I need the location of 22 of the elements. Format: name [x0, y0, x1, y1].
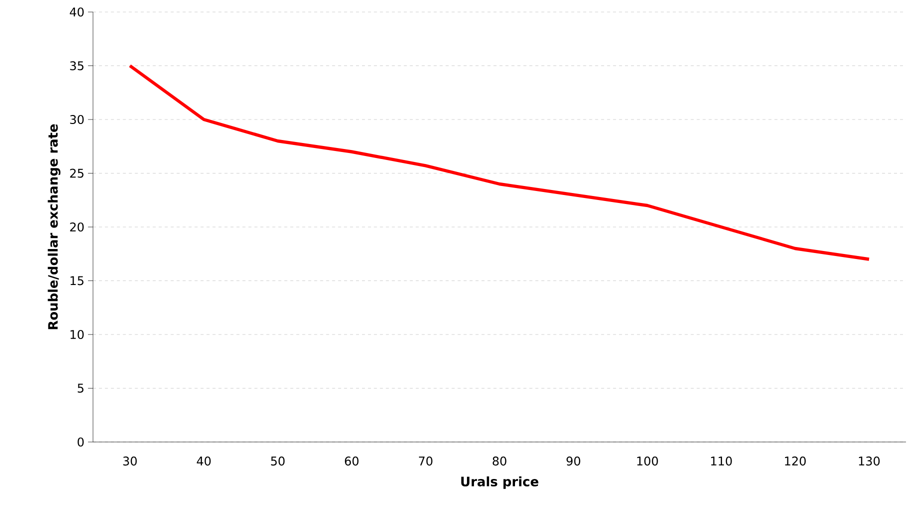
y-tick-label: 0 — [78, 437, 84, 447]
y-axis-title: Rouble/dollar exchange rate — [48, 124, 60, 330]
x-tick-label: 90 — [566, 456, 580, 466]
x-tick-label: 80 — [492, 456, 506, 466]
x-tick-label: 130 — [858, 456, 880, 466]
y-tick-label: 30 — [70, 114, 84, 124]
x-tick-label: 100 — [637, 456, 658, 466]
y-tick-label: 25 — [70, 168, 84, 178]
x-tick-label: 40 — [196, 456, 211, 466]
x-tick-label: 110 — [711, 456, 732, 466]
y-tick-label: 20 — [70, 222, 84, 232]
y-tick-label: 5 — [78, 384, 84, 393]
x-tick-label: 30 — [123, 456, 137, 466]
x-tick-label: 50 — [271, 456, 285, 466]
y-tick-label: 40 — [70, 7, 84, 17]
y-tick-label: 35 — [70, 61, 84, 70]
x-tick-label: 70 — [418, 456, 432, 466]
y-tick-label: 10 — [70, 330, 84, 340]
x-tick-label: 60 — [344, 456, 358, 466]
x-axis-title: Urals price — [461, 476, 538, 489]
y-tick-label: 15 — [70, 276, 84, 286]
x-tick-label: 120 — [785, 456, 806, 466]
